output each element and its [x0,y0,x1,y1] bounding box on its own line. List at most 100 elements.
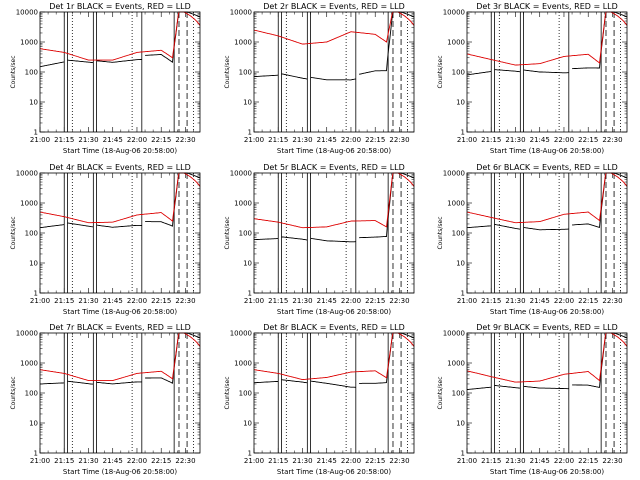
x-tick-label: 21:15 [268,136,288,144]
x-tick-label: 22:30 [175,457,195,465]
x-tick-label: 21:30 [505,136,525,144]
plot-title: Det 6r BLACK = Events, RED = LLD [476,163,618,172]
y-tick-label: 10000 [230,9,252,17]
x-tick-label: 21:00 [457,457,477,465]
x-tick-label: 21:30 [78,457,98,465]
y-tick-label: 1000 [447,360,465,368]
x-tick-label: 21:15 [268,457,288,465]
x-tick-label: 22:15 [365,297,385,305]
series-line-events [96,59,142,63]
x-tick-label: 22:00 [127,136,147,144]
detector-plot-7: Det 7r BLACK = Events, RED = LLD Counts/s… [10,323,201,476]
y-tick-label: 10 [243,99,252,107]
x-axis-label: Start Time (18-Aug-06 20:58:00) [63,468,177,476]
series-line-events [281,73,308,80]
x-tick-label: 21:00 [457,297,477,305]
plot-title: Det 1r BLACK = Events, RED = LLD [49,2,191,11]
x-tick-label: 22:00 [341,457,361,465]
y-tick-label: 1 [248,129,252,137]
y-tick-label: 10000 [230,170,252,178]
x-tick-label: 21:00 [244,457,264,465]
y-tick-label: 100 [452,69,465,77]
series-line-events [523,227,569,231]
series-line-lld [253,11,415,45]
x-tick-label: 22:00 [127,297,147,305]
x-tick-label: 22:00 [127,457,147,465]
y-tick-label: 1000 [447,39,465,47]
y-tick-label: 10 [456,99,465,107]
x-tick-label: 22:00 [554,457,574,465]
y-tick-label: 10000 [443,9,465,17]
series-line-events [145,11,201,64]
y-tick-label: 10 [29,260,38,268]
x-axis-label: Start Time (18-Aug-06 20:58:00) [277,468,391,476]
y-axis-label: Counts/sec [10,55,17,88]
series-line-events [96,381,142,385]
y-axis-label: Counts/sec [224,55,231,88]
series-line-events [281,236,308,241]
y-tick-label: 1 [461,129,465,137]
x-tick-label: 21:45 [530,136,550,144]
y-tick-label: 10 [456,260,465,268]
series-line-events [466,386,492,391]
x-tick-label: 22:00 [554,136,574,144]
series-line-events [572,172,628,228]
plot-title: Det 9r BLACK = Events, RED = LLD [476,323,618,332]
y-tick-label: 1 [248,450,252,458]
series-line-events [494,384,521,389]
x-axis-label: Start Time (18-Aug-06 20:58:00) [277,147,391,155]
x-tick-label: 21:45 [103,457,123,465]
detector-plot-1: Det 1r BLACK = Events, RED = LLD Counts/s… [10,2,201,155]
series-line-events [67,380,94,385]
detector-plot-6: Det 6r BLACK = Events, RED = LLD Counts/s… [437,163,628,316]
x-tick-label: 22:15 [578,457,598,465]
y-tick-label: 1000 [234,200,252,208]
x-tick-label: 22:15 [151,457,171,465]
y-tick-label: 1 [34,290,38,298]
x-tick-label: 21:30 [292,297,312,305]
y-tick-label: 10000 [16,330,38,338]
x-tick-label: 21:30 [78,297,98,305]
series-line-lld [466,172,628,224]
plot-frame [253,11,415,133]
x-tick-label: 22:15 [578,297,598,305]
series-line-events [253,238,279,241]
x-tick-label: 21:15 [54,136,74,144]
plot-title: Det 7r BLACK = Events, RED = LLD [49,323,191,332]
plot-title: Det 4r BLACK = Events, RED = LLD [49,163,191,172]
y-tick-label: 100 [239,230,252,238]
x-tick-label: 22:30 [389,457,409,465]
x-tick-label: 21:15 [481,136,501,144]
series-line-lld [39,11,201,61]
plot-frame [466,11,628,133]
series-line-events [358,11,415,75]
y-axis-label: Counts/sec [224,376,231,409]
series-line-lld [253,332,415,381]
series-line-events [359,332,415,384]
series-line-events [310,76,356,81]
x-tick-label: 22:15 [365,457,385,465]
y-axis-label: Counts/sec [10,376,17,409]
x-tick-label: 21:45 [317,136,337,144]
x-tick-label: 22:30 [175,297,195,305]
y-tick-label: 10000 [230,330,252,338]
x-tick-label: 21:00 [30,136,50,144]
x-tick-label: 21:45 [530,457,550,465]
y-tick-label: 1000 [234,39,252,47]
plot-frame [253,172,415,294]
plot-title: Det 8r BLACK = Events, RED = LLD [263,323,405,332]
x-tick-label: 21:15 [481,297,501,305]
series-line-lld [39,332,201,382]
series-line-lld [39,172,201,224]
series-line-events [254,380,279,384]
plot-frame [253,332,415,454]
y-tick-label: 1000 [447,200,465,208]
series-line-events [39,61,65,68]
x-tick-label: 21:45 [103,136,123,144]
y-tick-label: 1 [461,450,465,458]
detector-plot-3: Det 3r BLACK = Events, RED = LLD Counts/s… [437,2,628,155]
series-line-events [39,382,65,385]
series-line-events [466,225,492,229]
detector-plot-2: Det 2r BLACK = Events, RED = LLD Counts/s… [224,2,415,155]
